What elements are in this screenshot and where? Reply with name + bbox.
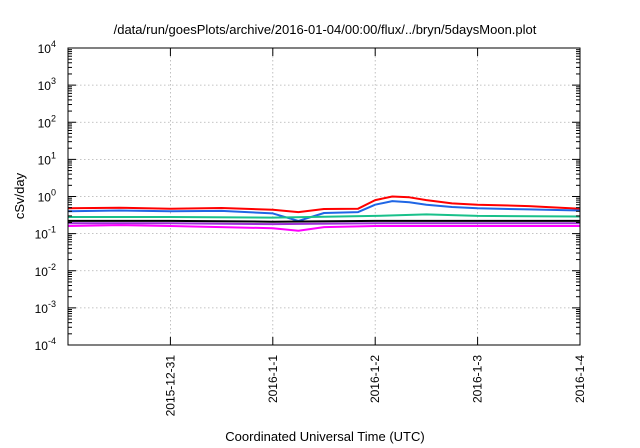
series-line	[68, 213, 581, 219]
x-tick-label: 2016-1-3	[471, 355, 485, 403]
x-axis-label: Coordinated Universal Time (UTC)	[225, 429, 424, 444]
series-line	[68, 219, 580, 223]
y-tick-label: 101	[38, 150, 56, 167]
y-tick-label: 10-2	[35, 262, 56, 279]
y-tick-label: 10-4	[35, 336, 56, 353]
y-tick-label: 103	[38, 76, 56, 93]
y-tick-label: 10-1	[35, 225, 56, 242]
y-tick-label: 104	[38, 39, 56, 56]
y-axis-label: cSv/day	[12, 172, 27, 219]
tick-layer: 10-4 10-3 10-2 10-1 100 101 102 103 104 2015-12-3…	[35, 39, 587, 416]
y-tick-label: 100	[38, 188, 56, 205]
series-line	[68, 222, 580, 226]
grid-layer	[68, 48, 580, 345]
chart-title: /data/run/goesPlots/archive/2016-01-04/0…	[114, 22, 537, 37]
series-layer	[67, 195, 581, 232]
x-tick-label: 2016-1-1	[266, 355, 280, 403]
series-line	[67, 195, 581, 214]
y-tick-label: 102	[38, 113, 56, 130]
x-tick-label: 2015-12-31	[163, 355, 177, 417]
x-tick-label: 2016-1-2	[368, 355, 382, 403]
series-line	[67, 200, 581, 222]
series-line	[67, 224, 580, 232]
y-tick-label: 10-3	[35, 299, 56, 316]
x-tick-label: 2016-1-4	[573, 355, 587, 403]
